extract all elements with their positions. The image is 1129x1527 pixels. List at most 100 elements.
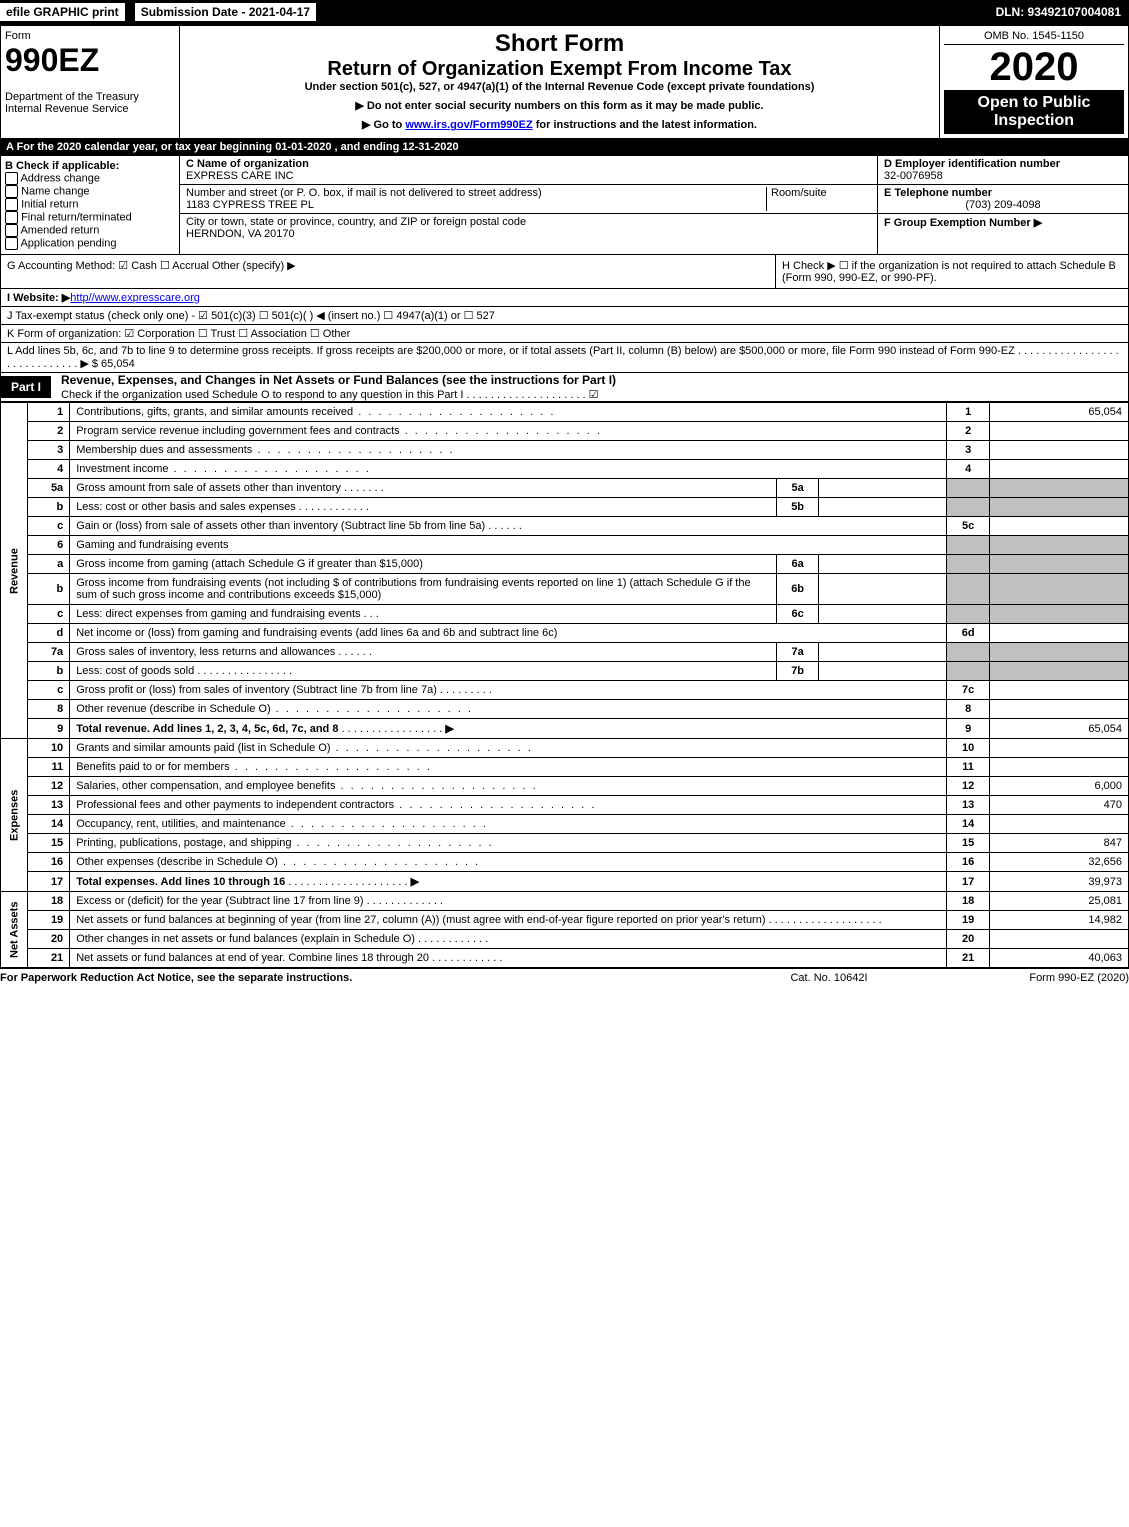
- line-9-val: 65,054: [989, 719, 1128, 739]
- form-of-organization: K Form of organization: ☑ Corporation ☐ …: [0, 325, 1129, 343]
- line-19-desc: Net assets or fund balances at beginning…: [70, 911, 947, 930]
- group-exemption-cell: F Group Exemption Number ▶: [878, 214, 1128, 231]
- line-1-num: 1: [27, 403, 69, 422]
- phone-value: (703) 209-4098: [884, 199, 1122, 211]
- instructions-link-row: ▶ Go to www.irs.gov/Form990EZ for instru…: [184, 118, 935, 131]
- tax-year: 2020: [944, 45, 1124, 90]
- title-return: Return of Organization Exempt From Incom…: [184, 58, 935, 81]
- org-name: EXPRESS CARE INC: [186, 170, 871, 182]
- street-address: 1183 CYPRESS TREE PL: [186, 199, 766, 211]
- line-14-val: [989, 815, 1128, 834]
- line-6-desc: Gaming and fundraising events: [70, 536, 947, 555]
- city-cell: City or town, state or province, country…: [180, 214, 877, 242]
- form-label: Form: [5, 30, 175, 42]
- line-6a-inner: [819, 555, 947, 574]
- part-1-title: Revenue, Expenses, and Changes in Net As…: [51, 373, 1128, 401]
- netassets-side-label: Net Assets: [1, 892, 28, 968]
- line-3-val: [989, 441, 1128, 460]
- line-4-val: [989, 460, 1128, 479]
- website-row: I Website: ▶http//www.expresscare.org: [0, 289, 1129, 307]
- revenue-side-label: Revenue: [1, 403, 28, 739]
- phone-cell: E Telephone number (703) 209-4098: [878, 185, 1128, 214]
- irs-link[interactable]: www.irs.gov/Form990EZ: [405, 119, 532, 131]
- line-19-val: 14,982: [989, 911, 1128, 930]
- line-6c-desc: Less: direct expenses from gaming and fu…: [70, 605, 777, 624]
- open-to-public: Open to Public Inspection: [944, 90, 1124, 134]
- line-14-desc: Occupancy, rent, utilities, and maintena…: [70, 815, 947, 834]
- line-6a-desc: Gross income from gaming (attach Schedul…: [70, 555, 777, 574]
- part-1-table: Revenue 1 Contributions, gifts, grants, …: [0, 402, 1129, 968]
- title-short-form: Short Form: [184, 30, 935, 58]
- line-21-desc: Net assets or fund balances at end of ye…: [70, 949, 947, 968]
- form-ref: Form 990-EZ (2020): [929, 972, 1129, 984]
- check-final-return[interactable]: Final return/terminated: [5, 211, 175, 224]
- tax-exempt-status: J Tax-exempt status (check only one) - ☑…: [0, 307, 1129, 325]
- section-b: B Check if applicable: Address change Na…: [1, 156, 180, 254]
- line-16-val: 32,656: [989, 853, 1128, 872]
- line-1-desc: Contributions, gifts, grants, and simila…: [70, 403, 947, 422]
- under-section: Under section 501(c), 527, or 4947(a)(1)…: [184, 81, 935, 93]
- check-application-pending[interactable]: Application pending: [5, 237, 175, 250]
- line-6d-val: [989, 624, 1128, 643]
- line-5b-desc: Less: cost or other basis and sales expe…: [70, 498, 777, 517]
- line-7a-desc: Gross sales of inventory, less returns a…: [70, 643, 777, 662]
- info-grid: B Check if applicable: Address change Na…: [0, 155, 1129, 255]
- line-16-desc: Other expenses (describe in Schedule O): [70, 853, 947, 872]
- line-6b-inner: [819, 574, 947, 605]
- header-center: Short Form Return of Organization Exempt…: [180, 26, 940, 138]
- tax-period: A For the 2020 calendar year, or tax yea…: [0, 139, 1129, 155]
- check-name-change[interactable]: Name change: [5, 185, 175, 198]
- expenses-side-label: Expenses: [1, 739, 28, 892]
- ein-cell: D Employer identification number 32-0076…: [878, 156, 1128, 185]
- line-11-desc: Benefits paid to or for members: [70, 758, 947, 777]
- section-def: D Employer identification number 32-0076…: [878, 156, 1128, 254]
- page-footer: For Paperwork Reduction Act Notice, see …: [0, 968, 1129, 987]
- line-17-val: 39,973: [989, 872, 1128, 892]
- line-8-val: [989, 700, 1128, 719]
- check-address-change[interactable]: Address change: [5, 172, 175, 185]
- line-7b-desc: Less: cost of goods sold . . . . . . . .…: [70, 662, 777, 681]
- line-2-desc: Program service revenue including govern…: [70, 422, 947, 441]
- schedule-b-check: H Check ▶ ☐ if the organization is not r…: [775, 255, 1128, 288]
- line-8-desc: Other revenue (describe in Schedule O): [70, 700, 947, 719]
- street-cell: Number and street (or P. O. box, if mail…: [180, 185, 877, 214]
- row-g-h: G Accounting Method: ☑ Cash ☐ Accrual Ot…: [0, 255, 1129, 289]
- line-7a-inner: [819, 643, 947, 662]
- line-18-val: 25,081: [989, 892, 1128, 911]
- line-13-val: 470: [989, 796, 1128, 815]
- line-20-val: [989, 930, 1128, 949]
- header-left: Form 990EZ Department of the Treasury In…: [1, 26, 180, 138]
- check-initial-return[interactable]: Initial return: [5, 198, 175, 211]
- line-20-desc: Other changes in net assets or fund bala…: [70, 930, 947, 949]
- omb-number: OMB No. 1545-1150: [944, 30, 1124, 45]
- line-15-val: 847: [989, 834, 1128, 853]
- line-12-val: 6,000: [989, 777, 1128, 796]
- line-5b-inner: [819, 498, 947, 517]
- line-17-desc: Total expenses. Add lines 10 through 16 …: [70, 872, 947, 892]
- check-amended-return[interactable]: Amended return: [5, 224, 175, 237]
- line-5c-val: [989, 517, 1128, 536]
- part-1-label: Part I: [1, 376, 51, 398]
- line-5a-inner: [819, 479, 947, 498]
- line-7c-val: [989, 681, 1128, 700]
- line-2-val: [989, 422, 1128, 441]
- line-7c-desc: Gross profit or (loss) from sales of inv…: [70, 681, 947, 700]
- header-right: OMB No. 1545-1150 2020 Open to Public In…: [940, 26, 1128, 138]
- paperwork-notice: For Paperwork Reduction Act Notice, see …: [0, 972, 729, 984]
- form-number: 990EZ: [5, 42, 175, 79]
- efile-print-label[interactable]: efile GRAPHIC print: [0, 3, 125, 21]
- line-1-rnum: 1: [947, 403, 989, 422]
- line-12-desc: Salaries, other compensation, and employ…: [70, 777, 947, 796]
- line-6c-inner: [819, 605, 947, 624]
- website-link[interactable]: http//www.expresscare.org: [70, 292, 200, 304]
- section-c: C Name of organization EXPRESS CARE INC …: [180, 156, 878, 254]
- line-6b-desc: Gross income from fundraising events (no…: [70, 574, 777, 605]
- form-header: Form 990EZ Department of the Treasury In…: [0, 25, 1129, 139]
- line-15-desc: Printing, publications, postage, and shi…: [70, 834, 947, 853]
- city-state-zip: HERNDON, VA 20170: [186, 228, 871, 240]
- room-suite: Room/suite: [766, 187, 871, 211]
- line-4-desc: Investment income: [70, 460, 947, 479]
- line-9-desc: Total revenue. Add lines 1, 2, 3, 4, 5c,…: [70, 719, 947, 739]
- line-13-desc: Professional fees and other payments to …: [70, 796, 947, 815]
- ein-value: 32-0076958: [884, 170, 1122, 182]
